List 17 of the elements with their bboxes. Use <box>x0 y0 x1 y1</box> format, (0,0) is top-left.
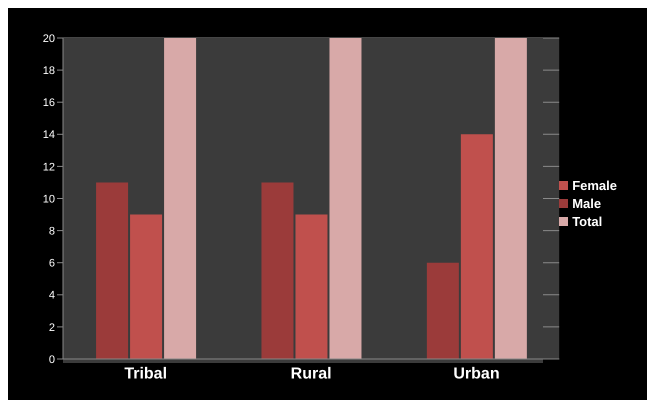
legend-label: Total <box>572 214 602 229</box>
y-tick-label: 20 <box>42 32 55 45</box>
legend-label: Female <box>572 178 617 193</box>
y-tick-label: 14 <box>42 129 55 142</box>
y-tick-label: 2 <box>48 322 55 334</box>
y-tick-label: 4 <box>48 290 55 302</box>
x-tick-label: Tribal <box>124 365 168 382</box>
y-tick-label: 12 <box>42 161 55 174</box>
y-tick-label: 0 <box>48 354 55 366</box>
y-tick-label: 16 <box>42 97 55 110</box>
y-tick-label: 6 <box>48 258 55 270</box>
y-tick-label: 18 <box>42 65 55 78</box>
y-tick-label: 10 <box>42 193 55 206</box>
legend-label: Male <box>572 196 602 211</box>
x-tick-label: Urban <box>453 365 500 382</box>
x-tick-label: Rural <box>290 365 332 382</box>
y-tick-label: 8 <box>48 226 55 238</box>
